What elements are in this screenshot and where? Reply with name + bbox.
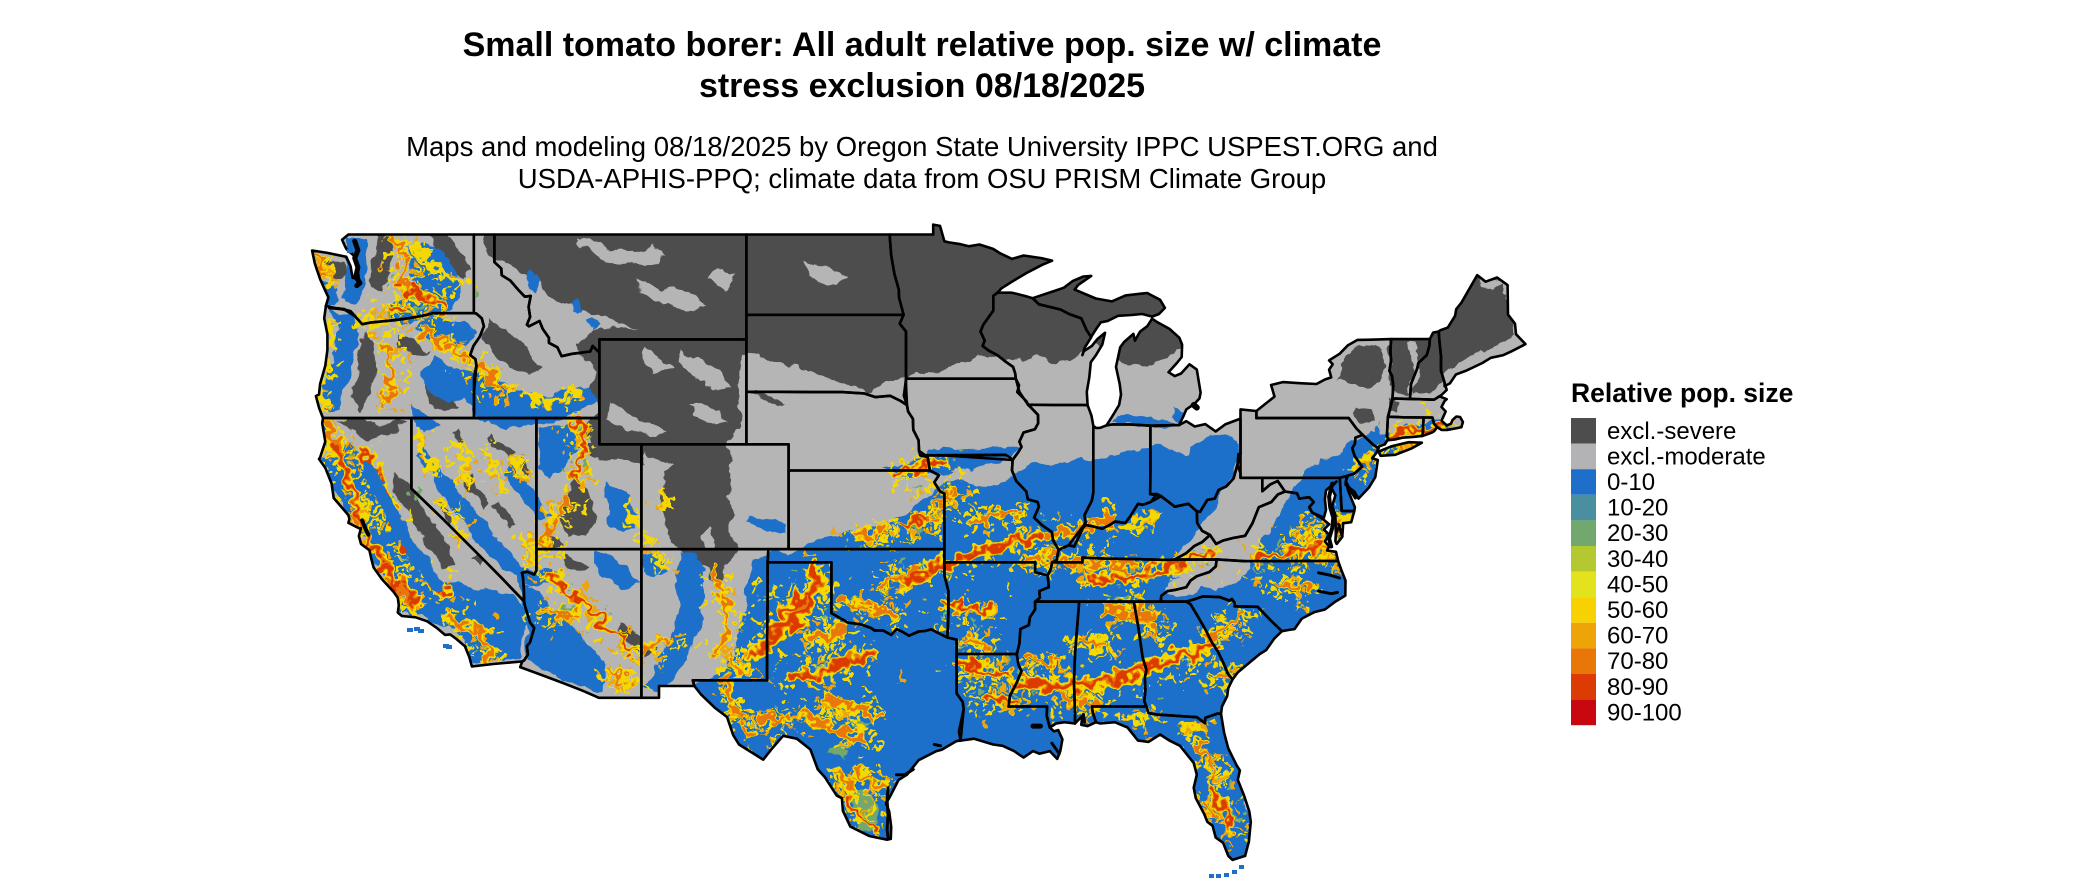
svg-text:0-10: 0-10: [1607, 469, 1655, 496]
svg-text:30-40: 30-40: [1607, 546, 1668, 573]
svg-text:40-50: 40-50: [1607, 571, 1668, 598]
svg-text:USDA-APHIS-PPQ; climate data f: USDA-APHIS-PPQ; climate data from OSU PR…: [518, 163, 1326, 194]
svg-text:80-90: 80-90: [1607, 674, 1668, 701]
svg-text:70-80: 70-80: [1607, 648, 1668, 675]
svg-text:Relative pop. size: Relative pop. size: [1571, 378, 1793, 408]
svg-text:excl.-moderate: excl.-moderate: [1607, 443, 1766, 470]
svg-text:60-70: 60-70: [1607, 623, 1668, 650]
svg-text:50-60: 50-60: [1607, 597, 1668, 624]
svg-text:stress exclusion 08/18/2025: stress exclusion 08/18/2025: [699, 67, 1145, 105]
svg-text:90-100: 90-100: [1607, 699, 1682, 726]
svg-text:Maps and modeling 08/18/2025 b: Maps and modeling 08/18/2025 by Oregon S…: [406, 131, 1438, 162]
svg-text:Small tomato borer: All adult: Small tomato borer: All adult relative p…: [463, 26, 1382, 64]
svg-text:excl.-severe: excl.-severe: [1607, 418, 1736, 445]
svg-text:10-20: 10-20: [1607, 495, 1668, 522]
svg-text:20-30: 20-30: [1607, 520, 1668, 547]
